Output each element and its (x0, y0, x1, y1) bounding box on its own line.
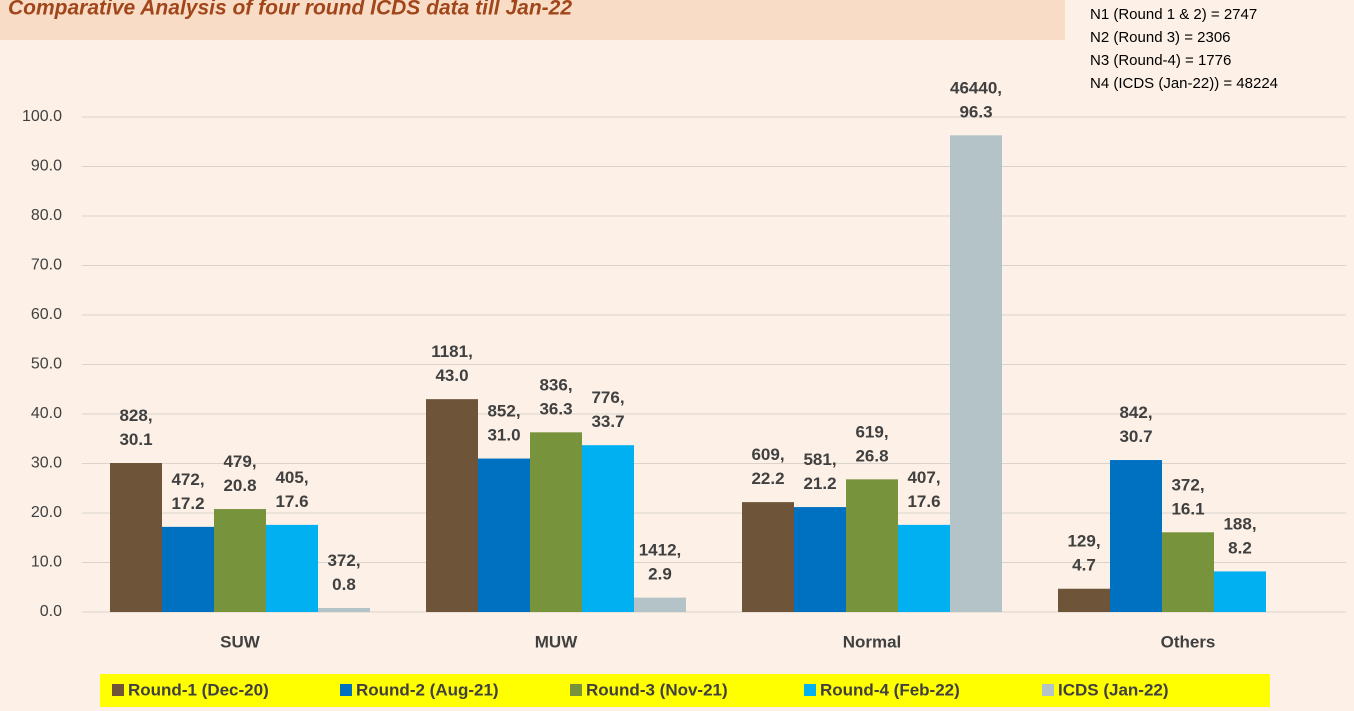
bar (266, 524, 318, 612)
legend-swatch (804, 684, 816, 696)
legend-label: Round-1 (Dec-20) (128, 680, 269, 699)
y-tick-label: 20.0 (31, 504, 62, 521)
bar (1058, 588, 1110, 612)
bar (582, 445, 634, 612)
x-tick-label: MUW (535, 632, 578, 651)
data-label: 1412, 2.9 (639, 541, 682, 584)
bar (742, 502, 794, 612)
y-tick-label: 50.0 (31, 356, 62, 373)
note: N3 (Round-4) = 1776 (1090, 52, 1231, 69)
legend-swatch (570, 684, 582, 696)
data-label: 776, 33.7 (591, 389, 624, 432)
x-tick-label: SUW (220, 632, 261, 651)
data-label: 407, 17.6 (907, 468, 940, 511)
x-tick-label: Normal (843, 632, 902, 651)
bar (478, 458, 530, 612)
chart-title: Comparative Analysis of four round ICDS … (8, 0, 572, 20)
title-banner (0, 0, 1065, 40)
data-label: 1181, 43.0 (431, 343, 473, 386)
data-label: 472, 17.2 (171, 470, 204, 513)
bar (794, 507, 846, 612)
legend-label: Round-3 (Nov-21) (586, 680, 728, 699)
data-label: 852, 31.0 (487, 402, 520, 445)
bar (214, 509, 266, 612)
data-label: 609, 22.2 (751, 446, 784, 489)
y-tick-label: 60.0 (31, 306, 62, 323)
data-label: 842, 30.7 (1119, 404, 1152, 447)
note: N1 (Round 1 & 2) = 2747 (1090, 6, 1257, 23)
bar (1214, 571, 1266, 612)
y-tick-label: 80.0 (31, 207, 62, 224)
y-tick-label: 40.0 (31, 405, 62, 422)
data-label: 372, 16.1 (1171, 476, 1204, 519)
y-tick-label: 100.0 (22, 108, 62, 125)
note: N2 (Round 3) = 2306 (1090, 29, 1231, 46)
bar (318, 608, 370, 612)
legend-label: ICDS (Jan-22) (1058, 680, 1169, 699)
legend-swatch (112, 684, 124, 696)
y-tick-label: 0.0 (40, 603, 62, 620)
bar (898, 524, 950, 612)
bar (1110, 460, 1162, 612)
y-tick-label: 70.0 (31, 257, 62, 274)
legend-swatch (1042, 684, 1054, 696)
bar (426, 399, 478, 612)
legend-label: Round-4 (Feb-22) (820, 680, 960, 699)
bar (110, 463, 162, 612)
bar (1162, 532, 1214, 612)
bar (530, 432, 582, 612)
x-tick-label: Others (1161, 632, 1216, 651)
data-label: 46440, 96.3 (950, 79, 1002, 122)
data-label: 619, 26.8 (855, 423, 888, 466)
note: N4 (ICDS (Jan-22)) = 48224 (1090, 75, 1278, 92)
legend-swatch (340, 684, 352, 696)
bar (162, 526, 214, 612)
y-tick-label: 10.0 (31, 554, 62, 571)
y-tick-label: 30.0 (31, 455, 62, 472)
bar (846, 479, 898, 612)
y-tick-label: 90.0 (31, 158, 62, 175)
data-label: 188, 8.2 (1223, 515, 1256, 558)
data-label: 129, 4.7 (1067, 532, 1100, 575)
legend-label: Round-2 (Aug-21) (356, 680, 499, 699)
data-label: 836, 36.3 (539, 376, 572, 419)
bar (950, 135, 1002, 612)
bar (634, 597, 686, 612)
legend-box (100, 674, 1270, 707)
data-label: 479, 20.8 (223, 453, 256, 496)
data-label: 405, 17.6 (275, 468, 308, 511)
data-label: 372, 0.8 (327, 552, 360, 595)
data-label: 828, 30.1 (119, 406, 152, 449)
data-label: 581, 21.2 (803, 451, 836, 494)
